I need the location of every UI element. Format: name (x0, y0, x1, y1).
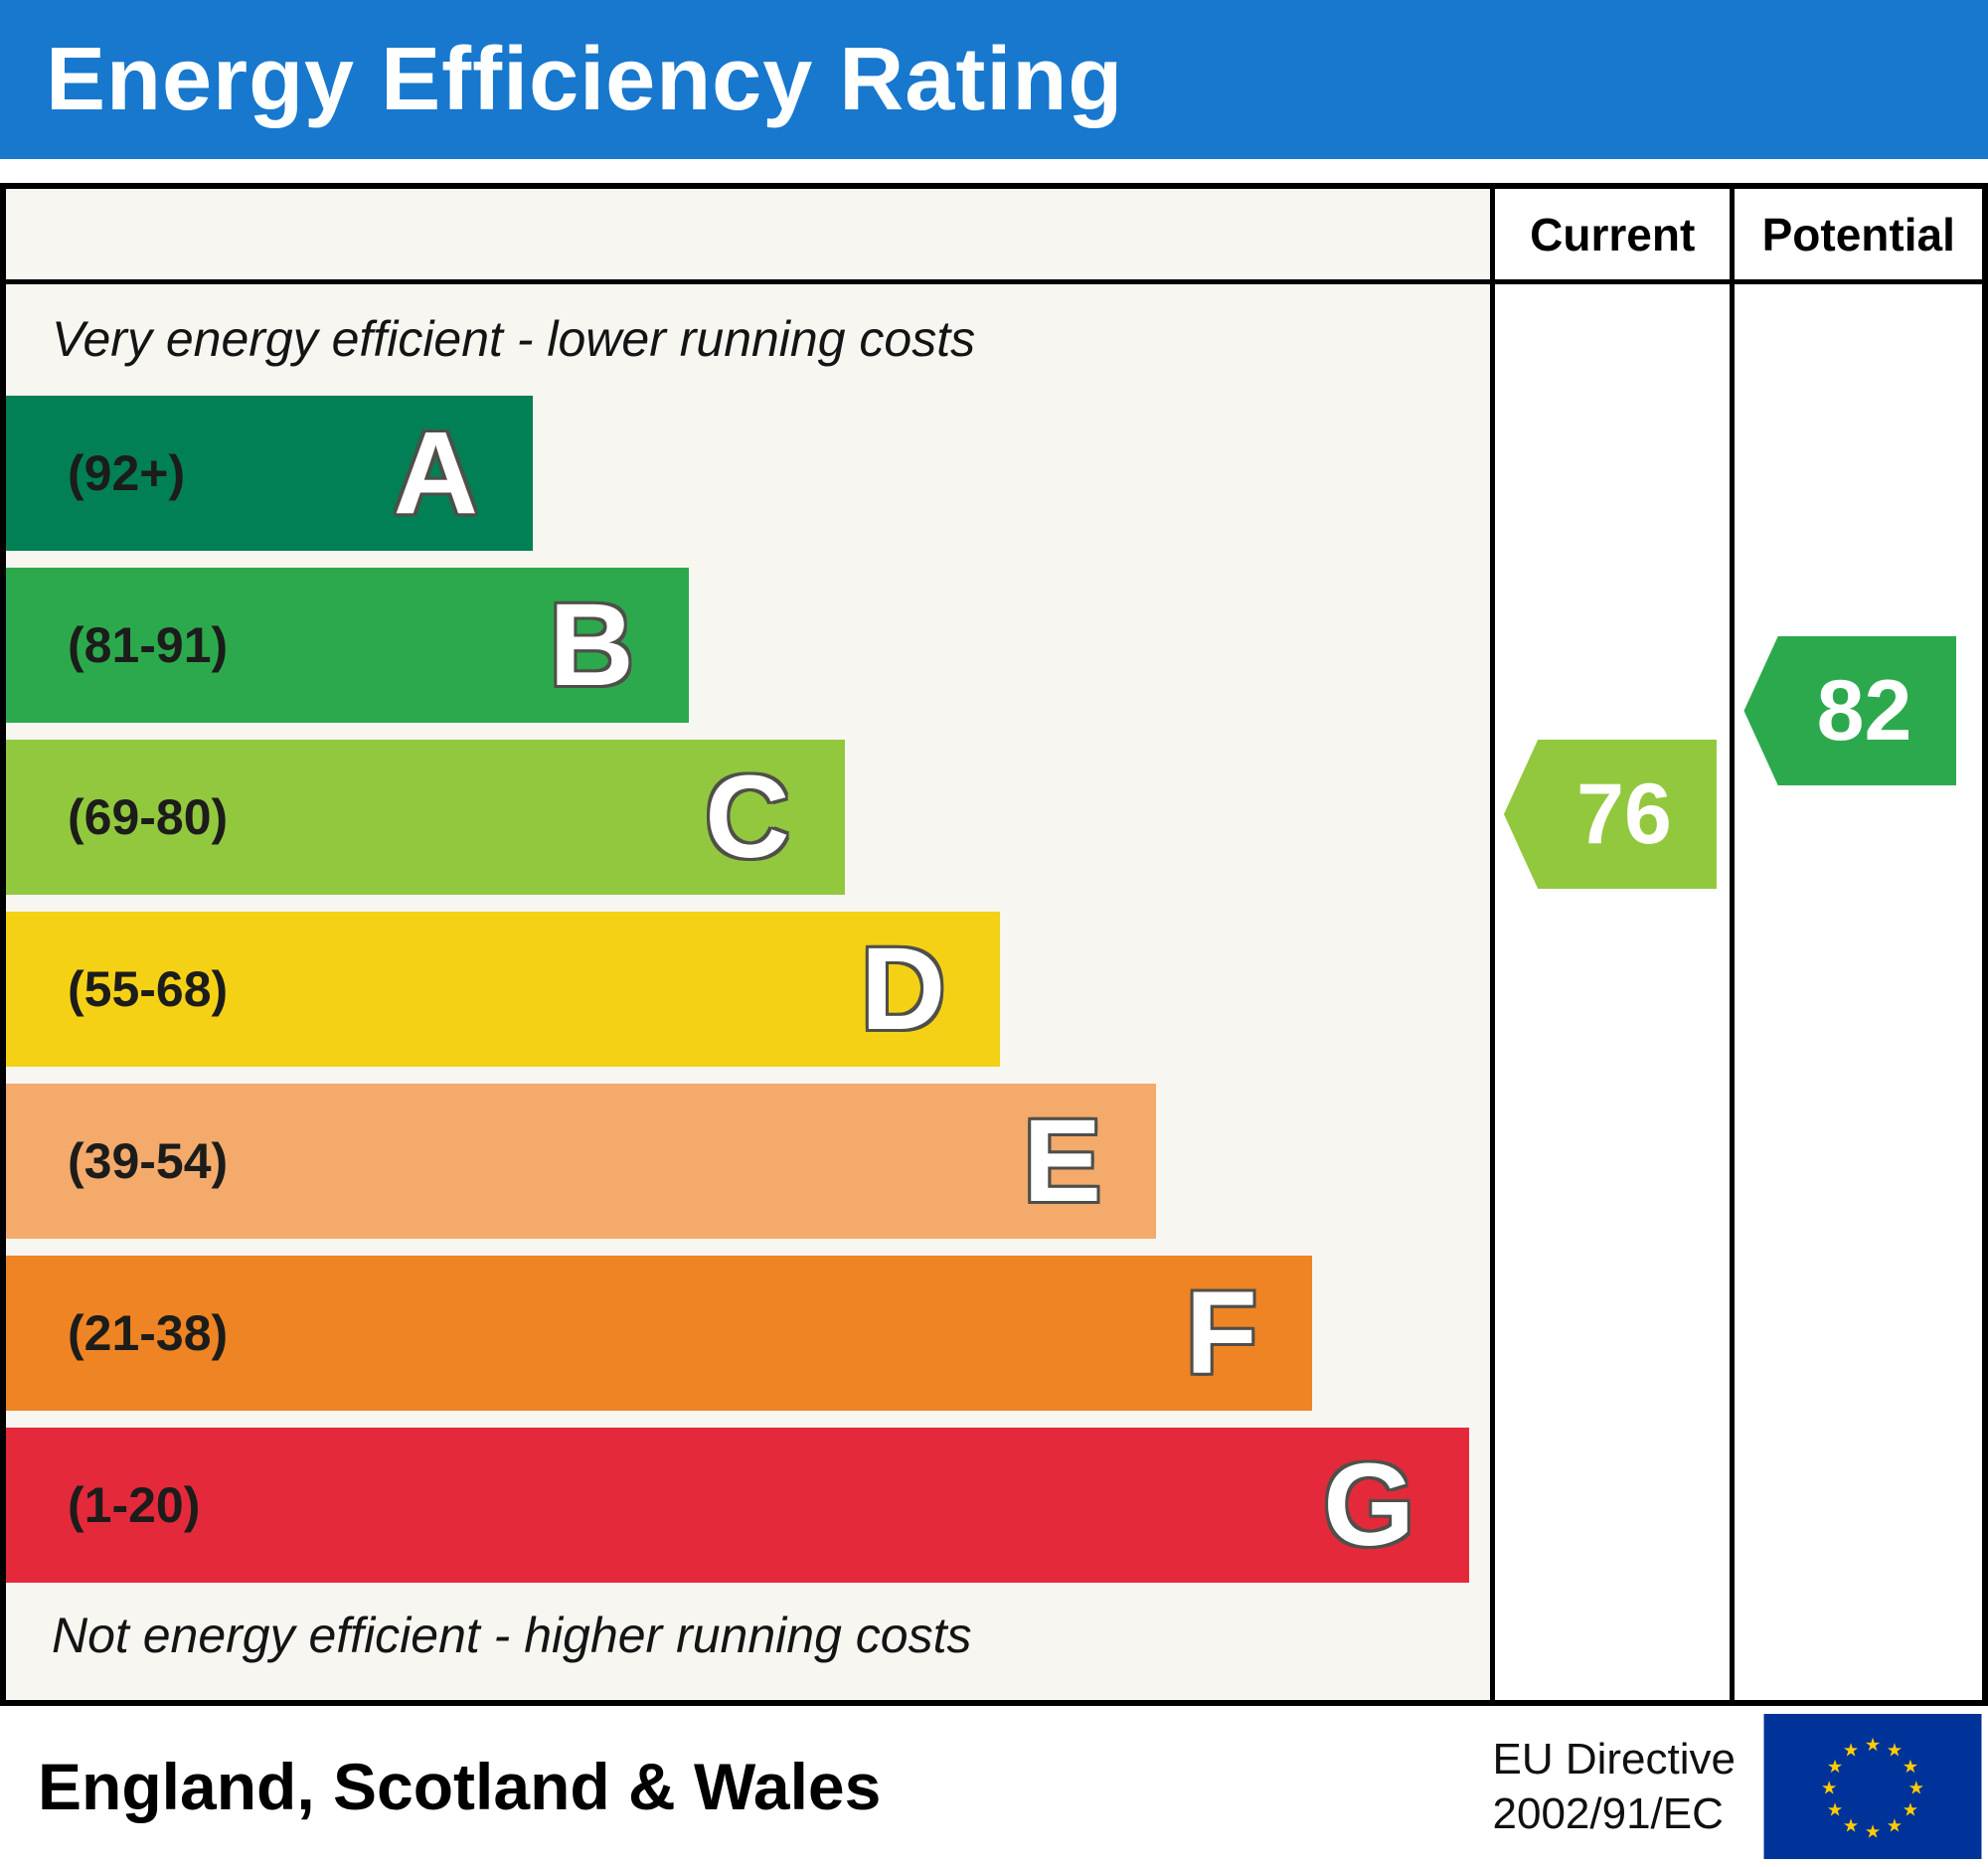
band-letter: D (861, 924, 946, 1055)
potential-column: 82 (1735, 284, 1982, 1700)
bottom-note: Not energy efficient - higher running co… (52, 1608, 972, 1663)
rating-scale: Very energy efficient - lower running co… (6, 284, 1495, 1700)
svg-text:★: ★ (1903, 1757, 1918, 1778)
band-range-label: (69-80) (68, 789, 229, 845)
band-letter: E (1023, 1096, 1102, 1227)
svg-text:★: ★ (1821, 1779, 1837, 1799)
potential-rating-arrow: 82 (1743, 636, 1957, 785)
band-range-label: (81-91) (68, 617, 229, 673)
rating-band-b: (81-91) B (6, 568, 689, 723)
band-range-label: (39-54) (68, 1133, 229, 1189)
band-range-label: (55-68) (68, 961, 229, 1017)
rating-band-c: (69-80) C (6, 740, 845, 895)
region-label: England, Scotland & Wales (38, 1750, 882, 1823)
eu-flag-icon: ★ ★ ★ ★ ★ ★ ★ ★ ★ ★ ★ ★ (1763, 1714, 1982, 1859)
top-note: Very energy efficient - lower running co… (52, 311, 976, 367)
rating-band-f: (21-38) F (6, 1256, 1312, 1411)
eu-directive-line1: EU Directive (1492, 1735, 1737, 1783)
current-column-header: Current (1494, 189, 1736, 284)
eu-directive-line2: 2002/91/EC (1492, 1789, 1724, 1838)
svg-text:★: ★ (1887, 1816, 1903, 1837)
page-title: Energy Efficiency Rating (46, 29, 1124, 129)
title-bar: Energy Efficiency Rating (0, 0, 1988, 159)
svg-text:★: ★ (1827, 1800, 1843, 1821)
band-letter: A (393, 408, 478, 539)
svg-text:★: ★ (1843, 1816, 1859, 1837)
rating-band-d: (55-68) D (6, 912, 1001, 1067)
rating-table: Current Potential Very energy efficient … (0, 183, 1988, 1706)
current-rating-arrow: 76 (1503, 740, 1717, 889)
current-rating-value: 76 (1576, 765, 1672, 862)
svg-text:★: ★ (1887, 1741, 1903, 1762)
footer: England, Scotland & Wales EU Directive 2… (0, 1706, 1988, 1867)
svg-text:★: ★ (1827, 1757, 1843, 1778)
band-letter: G (1323, 1440, 1415, 1571)
rating-band-e: (39-54) E (6, 1084, 1157, 1239)
band-letter: C (705, 752, 790, 883)
svg-text:★: ★ (1843, 1741, 1859, 1762)
svg-text:★: ★ (1908, 1779, 1924, 1799)
current-column: 76 (1494, 284, 1736, 1700)
potential-rating-value: 82 (1816, 662, 1912, 759)
rating-band-a: (92+) A (6, 396, 533, 551)
band-range-label: (92+) (68, 445, 186, 501)
band-range-label: (1-20) (68, 1477, 201, 1533)
svg-text:★: ★ (1865, 1735, 1881, 1756)
band-range-label: (21-38) (68, 1305, 229, 1361)
svg-text:★: ★ (1903, 1800, 1918, 1821)
svg-text:★: ★ (1865, 1821, 1881, 1842)
potential-column-header: Potential (1735, 189, 1982, 284)
rating-band-g: (1-20) G (6, 1428, 1470, 1583)
eu-directive-label: EU Directive 2002/91/EC (1493, 1732, 1737, 1841)
band-letter: B (549, 580, 634, 711)
band-letter: F (1185, 1268, 1257, 1399)
header-spacer-cell (6, 189, 1495, 284)
